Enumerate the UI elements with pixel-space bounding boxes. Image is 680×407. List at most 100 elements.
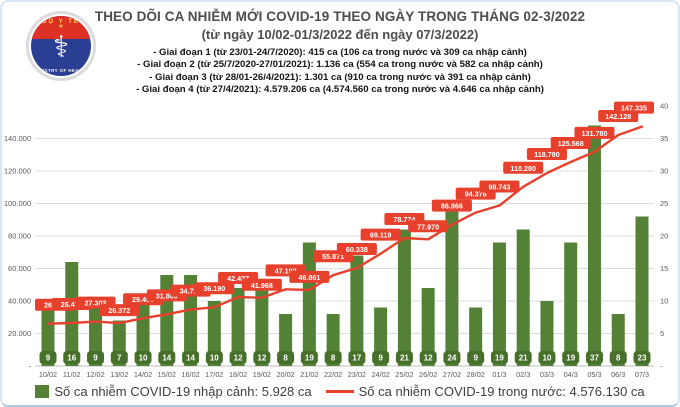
logo-bottom-text: MINISTRY OF HEALTH: [33, 68, 89, 73]
right-axis-tick-label: 40: [660, 102, 668, 111]
bar-imported-cases: [492, 242, 506, 366]
bar-imported-cases: [65, 262, 79, 366]
ministry-of-health-logo: BỘ Y TẾ ★ ⚕ MINISTRY OF HEALTH: [26, 11, 96, 81]
line-value-label: 69.119: [370, 231, 392, 240]
bar-value-label: 12: [257, 354, 266, 363]
right-axis-tick-label: 25: [660, 199, 668, 208]
x-axis-label: 25/02: [395, 370, 413, 379]
x-axis-label: 12/02: [86, 370, 104, 379]
bar-value-label: 21: [519, 354, 528, 363]
line-value-label-box: [431, 199, 472, 212]
chart-title: THEO DÕI CA NHIỄM MỚI COVID-19 THEO NGÀY…: [94, 9, 586, 24]
right-axis-tick-label: 20: [660, 232, 668, 241]
line-value-label: 118.780: [534, 150, 560, 159]
line-value-label: 98.743: [488, 183, 510, 192]
bar-value-badge: [324, 351, 342, 364]
x-axis-label: 22/02: [324, 370, 342, 379]
line-value-label-box: [360, 228, 401, 241]
bar-value-badge: [229, 351, 247, 364]
line-value-label-box: [550, 136, 591, 149]
line-value-label-box: [408, 220, 449, 233]
bar-imported-cases: [587, 125, 601, 366]
x-axis-label: 10/02: [39, 370, 57, 379]
bar-value-label: 7: [117, 354, 122, 363]
x-axis-label: 07/3: [635, 370, 649, 379]
bar-value-badge: [562, 351, 580, 364]
bar-value-badge: [443, 351, 461, 364]
bar-value-label: 19: [305, 354, 314, 363]
bar-value-label: 14: [186, 354, 195, 363]
line-value-label-box: [99, 304, 140, 317]
right-axis-tick-label: 30: [660, 167, 668, 176]
bar-value-badge: [490, 351, 508, 364]
line-value-label-box: [503, 161, 544, 174]
logo-red-band: BỘ Y TẾ ★: [31, 16, 91, 39]
bar-imported-cases: [207, 301, 221, 366]
line-value-label: 110.280: [510, 164, 536, 173]
line-value-label: 131.780: [581, 129, 607, 138]
bar-value-label: 24: [447, 354, 456, 363]
legend-line-swatch: [325, 389, 354, 394]
bar-value-label: 8: [616, 354, 621, 363]
chart-legend: Số ca nhiễm COVID-19 nhập cảnh: 5.928 ca…: [2, 384, 678, 399]
left-axis-tick-label: 120.000: [4, 167, 31, 176]
bar-imported-cases: [564, 242, 578, 366]
left-axis-tick-label: 140.000: [4, 134, 31, 143]
line-value-label: 55.871: [322, 252, 344, 261]
x-axis-label: 24/02: [372, 370, 390, 379]
bar-value-badge: [134, 351, 152, 364]
line-value-label-box: [289, 270, 330, 283]
x-axis-label: 14/02: [134, 370, 152, 379]
line-value-label: 46.861: [298, 273, 320, 282]
logo-emblem: BỘ Y TẾ ★ ⚕ MINISTRY OF HEALTH: [31, 16, 91, 76]
bar-value-label: 19: [566, 354, 575, 363]
bar-value-badge: [253, 351, 271, 364]
bar-value-label: 12: [424, 354, 433, 363]
line-value-label: 26.372: [108, 306, 130, 315]
line-value-label-box: [241, 278, 282, 291]
phase-summary: - Giai đoạn 1 (từ 23/01-24/7/2020): 415 …: [2, 47, 678, 97]
bar-value-badge: [585, 351, 603, 364]
bar-value-badge: [205, 351, 223, 364]
line-value-label-box: [194, 282, 235, 295]
bar-value-badge: [300, 351, 318, 364]
bar-value-badge: [538, 351, 556, 364]
line-value-label-box: [479, 180, 520, 193]
bar-value-badge: [372, 351, 390, 364]
bar-value-badge: [395, 351, 413, 364]
bar-value-badge: [39, 351, 57, 364]
line-value-label: 147.335: [621, 104, 647, 113]
line-value-label: 77.970: [417, 222, 439, 231]
line-value-label-box: [336, 242, 377, 255]
left-axis-tick-label: 60.000: [8, 264, 31, 273]
bar-value-label: 19: [495, 354, 504, 363]
phase-3-line: - Giai đoạn 3 (từ 28/01-26/4/2021): 1.30…: [149, 71, 531, 83]
left-axis-tick-label: -: [29, 362, 32, 371]
line-value-label: 78.774: [393, 215, 415, 224]
bar-value-label: 16: [67, 354, 76, 363]
right-axis-tick-label: 5: [660, 329, 664, 338]
bar-value-badge: [158, 351, 176, 364]
line-value-label: 60.338: [346, 245, 368, 254]
x-axis-label: 26/02: [419, 370, 437, 379]
line-value-label-box: [526, 147, 567, 160]
x-axis-label: 03/3: [540, 370, 554, 379]
line-value-label: 47.192: [275, 266, 297, 275]
bar-value-label: 9: [378, 354, 383, 363]
bar-value-label: 9: [93, 354, 98, 363]
bar-value-badge: [348, 351, 366, 364]
right-axis-tick-label: 35: [660, 134, 668, 143]
line-value-label: 86.966: [441, 202, 463, 211]
bar-value-badge: [609, 351, 627, 364]
line-value-label: 27.302: [85, 299, 107, 308]
x-axis-label: 19/02: [253, 370, 271, 379]
legend-item-domestic: Số ca nhiễm COVID-19 trong nước: 4.576.1…: [325, 384, 645, 399]
right-axis-tick-label: -: [660, 362, 663, 371]
line-value-label: 42.427: [227, 274, 249, 283]
right-axis-tick-label: 15: [660, 264, 668, 273]
logo-top-text: BỘ Y TẾ: [42, 19, 80, 25]
x-axis-label: 01/3: [492, 370, 506, 379]
bar-value-label: 14: [162, 354, 171, 363]
bar-value-badge: [633, 351, 651, 364]
